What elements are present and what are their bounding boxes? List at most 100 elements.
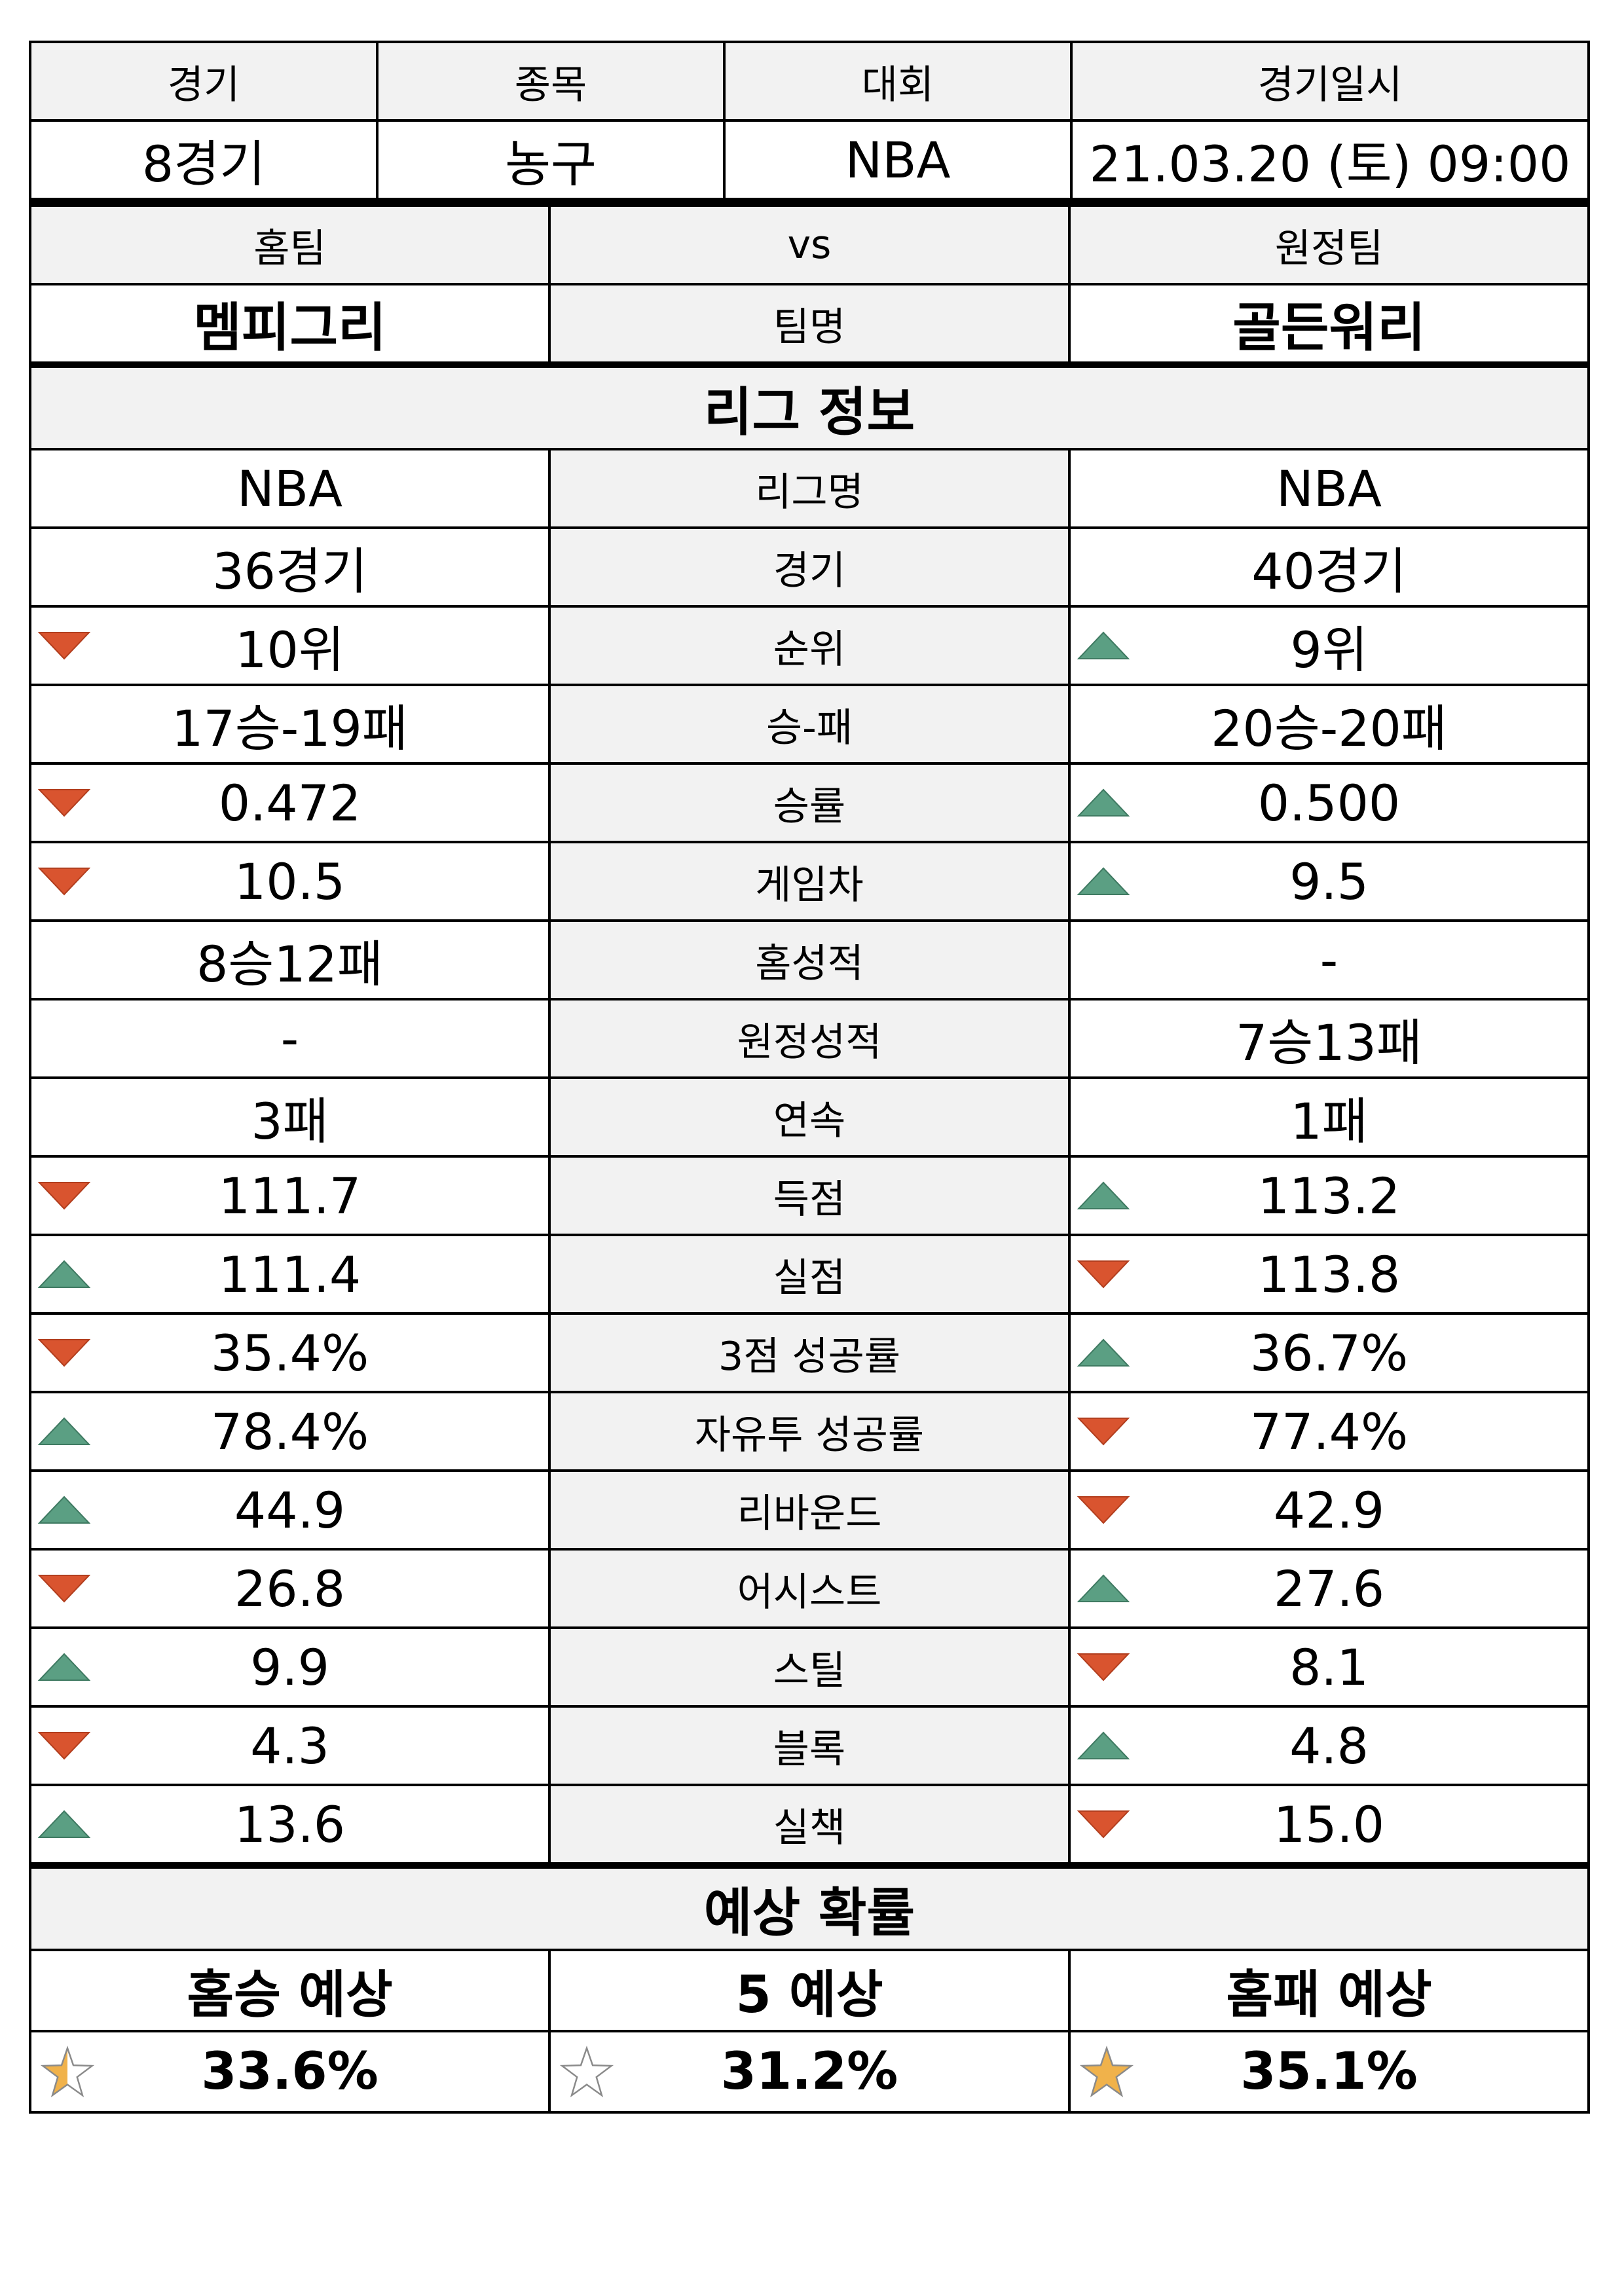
away-stat-value: 113.8 (1068, 1234, 1590, 1315)
home-stat-value: NBA (29, 448, 551, 529)
home-stat-value: 78.4% (29, 1391, 551, 1472)
competition-label: 대회 (723, 41, 1073, 122)
stat-row: 44.9 리바운드 42.9 (29, 1469, 1590, 1551)
stat-row: 8승12패 홈성적 - (29, 919, 1590, 1001)
away-stat-value-text: 113.8 (1257, 1245, 1401, 1304)
home-stat-value-text: 0.472 (218, 773, 361, 832)
away-stat-value: 36.7% (1068, 1312, 1590, 1393)
home-stat-value-text: - (280, 1009, 299, 1068)
draw-label: 5 예상 (548, 1949, 1071, 2032)
down-arrow-icon (1077, 1653, 1130, 1681)
away-stat-value-text: 42.9 (1273, 1480, 1385, 1539)
up-arrow-icon (1077, 631, 1130, 659)
stat-label: 어시스트 (548, 1548, 1071, 1629)
home-stat-value: 36경기 (29, 526, 551, 608)
stat-row: - 원정성적 7승13패 (29, 998, 1590, 1079)
home-stat-value: 35.4% (29, 1312, 551, 1393)
away-stat-value: 77.4% (1068, 1391, 1590, 1472)
away-team-name: 골든워리 (1068, 283, 1590, 366)
stat-row: 111.4 실점 113.8 (29, 1234, 1590, 1315)
stat-row: 13.6 실책 15.0 (29, 1784, 1590, 1867)
home-stat-value-text: 111.7 (218, 1166, 361, 1225)
home-stat-value: 44.9 (29, 1469, 551, 1551)
stat-label: 홈성적 (548, 919, 1071, 1001)
away-stat-value: 40경기 (1068, 526, 1590, 608)
datetime-value: 21.03.20 (토) 09:00 (1070, 119, 1590, 200)
away-stat-value-text: 8.1 (1289, 1638, 1369, 1697)
down-arrow-icon (38, 1575, 90, 1603)
home-stat-value: 3패 (29, 1076, 551, 1158)
away-stat-value: 42.9 (1068, 1469, 1590, 1551)
away-stat-value-text: 9위 (1290, 621, 1368, 679)
down-arrow-icon (38, 789, 90, 817)
star-filled-icon (1080, 2046, 1134, 2098)
away-stat-value-text: 36.7% (1249, 1323, 1409, 1382)
stat-label: 실점 (548, 1234, 1071, 1315)
away-stat-value-text: 113.2 (1257, 1166, 1401, 1225)
home-stat-value-text: 13.6 (234, 1795, 346, 1854)
home-stat-value: 111.7 (29, 1155, 551, 1236)
stat-row: 0.472 승률 0.500 (29, 762, 1590, 843)
home-team-name: 멤피그리 (29, 283, 551, 366)
home-stat-value-text: 8승12패 (196, 935, 383, 993)
stat-row: 36경기 경기 40경기 (29, 526, 1590, 608)
away-stat-value: 15.0 (1068, 1784, 1590, 1867)
match-label: 경기 (29, 41, 378, 122)
stat-label: 스틸 (548, 1626, 1071, 1708)
home-stat-value-text: 9.9 (250, 1638, 329, 1697)
home-stat-value-text: 36경기 (212, 542, 367, 600)
home-stat-value-text: NBA (237, 459, 342, 518)
away-stat-value: 113.2 (1068, 1155, 1590, 1236)
down-arrow-icon (1077, 1260, 1130, 1289)
away-stat-value-text: - (1320, 930, 1338, 989)
up-arrow-icon (1077, 1181, 1130, 1209)
home-stat-value-text: 44.9 (234, 1480, 346, 1539)
stat-label: 승률 (548, 762, 1071, 843)
stat-row: 10위 순위 9위 (29, 605, 1590, 686)
team-name-label: 팀명 (548, 283, 1071, 366)
home-stat-value-text: 10.5 (234, 852, 346, 911)
down-arrow-icon (38, 632, 90, 660)
up-arrow-icon (38, 1496, 90, 1524)
stat-label: 순위 (548, 605, 1071, 686)
home-loss-probability: 35.1% (1068, 2030, 1590, 2114)
league-info-title: 리그 정보 (29, 361, 1590, 450)
away-stat-value: NBA (1068, 448, 1590, 529)
competition-value: NBA (723, 119, 1073, 200)
stat-row: 35.4% 3점 성공률 36.7% (29, 1312, 1590, 1393)
away-team-label: 원정팀 (1068, 200, 1590, 285)
down-arrow-icon (1077, 1418, 1130, 1446)
home-team-label: 홈팀 (29, 200, 551, 285)
vs-label: vs (548, 200, 1071, 285)
match-analysis-sheet: 경기 종목 대회 경기일시 8경기 농구 NBA 21.03.20 (토) 09… (29, 41, 1590, 2114)
stat-row: 78.4% 자유투 성공률 77.4% (29, 1391, 1590, 1472)
datetime-label: 경기일시 (1070, 41, 1590, 122)
away-stat-value: - (1068, 919, 1590, 1001)
stat-label: 경기 (548, 526, 1071, 608)
home-stat-value-text: 3패 (251, 1092, 329, 1150)
stat-row: 10.5 게임차 9.5 (29, 841, 1590, 922)
home-stat-value: 0.472 (29, 762, 551, 843)
home-stat-value: 9.9 (29, 1626, 551, 1708)
home-loss-probability-text: 35.1% (1240, 2042, 1418, 2101)
up-arrow-icon (38, 1417, 90, 1445)
away-stat-value: 27.6 (1068, 1548, 1590, 1629)
up-arrow-icon (1077, 1574, 1130, 1602)
stat-label: 승-패 (548, 684, 1071, 765)
away-stat-value-text: 15.0 (1273, 1795, 1385, 1854)
match-number: 8경기 (29, 119, 378, 200)
home-stat-value-text: 26.8 (234, 1559, 346, 1618)
down-arrow-icon (38, 1339, 90, 1367)
down-arrow-icon (38, 1732, 90, 1760)
home-stat-value-text: 78.4% (210, 1402, 369, 1461)
away-stat-value-text: 0.500 (1257, 773, 1401, 832)
up-arrow-icon (1077, 1338, 1130, 1367)
home-stat-value: 8승12패 (29, 919, 551, 1001)
home-stat-value-text: 17승-19패 (172, 699, 408, 758)
stat-label: 리그명 (548, 448, 1071, 529)
down-arrow-icon (38, 868, 90, 896)
stat-row: 111.7 득점 113.2 (29, 1155, 1590, 1236)
away-stat-value: 0.500 (1068, 762, 1590, 843)
away-stat-value-text: 77.4% (1249, 1402, 1409, 1461)
stat-row: 17승-19패 승-패 20승-20패 (29, 684, 1590, 765)
